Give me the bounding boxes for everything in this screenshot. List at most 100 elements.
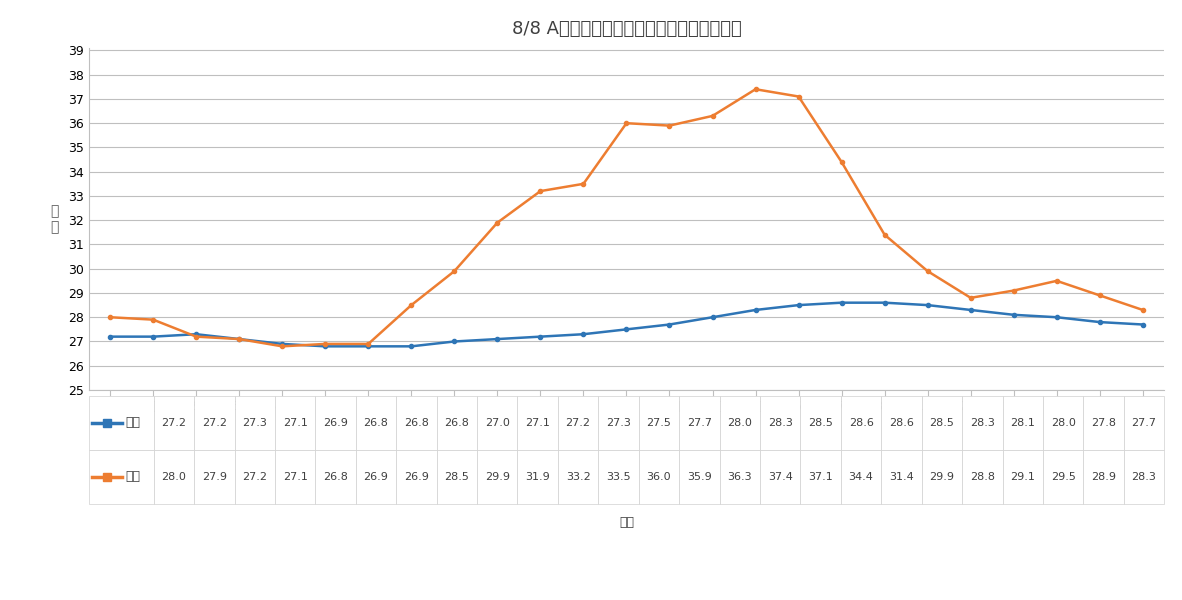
温度 (921, 302, 935, 309)
Text: 27.2: 27.2 (202, 418, 227, 428)
Text: 温度: 温度 (125, 416, 141, 430)
温度 (619, 326, 634, 333)
Text: 31.9: 31.9 (525, 472, 550, 482)
外温 (662, 122, 676, 129)
外温 (792, 93, 806, 100)
温度 (447, 338, 461, 345)
Text: 26.8: 26.8 (444, 418, 469, 428)
温度 (189, 331, 203, 338)
Text: 27.1: 27.1 (525, 418, 550, 428)
Text: 28.5: 28.5 (929, 418, 954, 428)
Text: 外温: 外温 (125, 470, 141, 484)
Text: 時刻: 時刻 (619, 515, 634, 529)
外温 (533, 188, 547, 195)
外温 (491, 219, 505, 226)
Text: 27.0: 27.0 (485, 418, 509, 428)
温度 (362, 343, 376, 350)
外温 (619, 119, 634, 127)
温度 (706, 314, 720, 321)
温度 (577, 331, 591, 338)
温度 (491, 335, 505, 343)
外温 (577, 180, 591, 187)
温度 (877, 299, 891, 306)
Text: 33.5: 33.5 (606, 472, 631, 482)
Y-axis label: 温
度: 温 度 (50, 204, 58, 234)
Text: 29.5: 29.5 (1051, 472, 1076, 482)
Text: 29.9: 29.9 (485, 472, 509, 482)
Text: 33.2: 33.2 (566, 472, 591, 482)
Text: 36.0: 36.0 (647, 472, 671, 482)
外温 (147, 316, 161, 323)
外温 (1050, 277, 1064, 284)
温度 (318, 343, 332, 350)
Text: 28.0: 28.0 (727, 418, 752, 428)
Text: 27.2: 27.2 (566, 418, 591, 428)
Title: 8/8 A様邸（京都府京都市・床下エアコン）: 8/8 A様邸（京都府京都市・床下エアコン） (512, 20, 741, 38)
Text: 37.4: 37.4 (768, 472, 793, 482)
外温 (318, 340, 332, 347)
Text: 27.2: 27.2 (162, 418, 187, 428)
外温 (404, 302, 418, 309)
Text: 34.4: 34.4 (849, 472, 873, 482)
Text: 26.9: 26.9 (404, 472, 429, 482)
Text: 29.1: 29.1 (1011, 472, 1035, 482)
Text: 27.3: 27.3 (242, 418, 267, 428)
外温 (877, 231, 891, 238)
外温 (1007, 287, 1021, 294)
Text: 27.8: 27.8 (1091, 418, 1116, 428)
Text: 28.8: 28.8 (970, 472, 995, 482)
温度 (147, 333, 161, 340)
温度 (1050, 314, 1064, 321)
Text: 27.7: 27.7 (1131, 418, 1156, 428)
温度 (748, 307, 762, 314)
Line: 外温: 外温 (108, 87, 1145, 349)
温度 (792, 302, 806, 309)
外温 (232, 335, 246, 343)
Text: 27.1: 27.1 (282, 472, 307, 482)
温度 (963, 307, 978, 314)
温度 (275, 340, 290, 347)
Text: 27.7: 27.7 (687, 418, 712, 428)
Text: 27.2: 27.2 (242, 472, 267, 482)
Text: 31.4: 31.4 (889, 472, 914, 482)
外温 (447, 268, 461, 275)
温度 (834, 299, 849, 306)
Text: 28.0: 28.0 (162, 472, 187, 482)
外温 (1136, 307, 1150, 314)
Text: 35.9: 35.9 (687, 472, 712, 482)
外温 (275, 343, 290, 350)
温度 (1136, 321, 1150, 328)
Text: 26.8: 26.8 (323, 472, 348, 482)
外温 (706, 112, 720, 119)
Text: 27.9: 27.9 (202, 472, 227, 482)
Text: 27.3: 27.3 (606, 418, 631, 428)
Text: 28.0: 28.0 (1051, 418, 1076, 428)
外温 (189, 333, 203, 340)
温度 (103, 333, 117, 340)
Text: 28.3: 28.3 (970, 418, 995, 428)
温度 (404, 343, 418, 350)
温度 (662, 321, 676, 328)
温度 (533, 333, 547, 340)
外温 (748, 86, 762, 93)
Text: 27.1: 27.1 (282, 418, 307, 428)
Text: 28.1: 28.1 (1011, 418, 1035, 428)
Line: 温度: 温度 (108, 301, 1145, 349)
温度 (1092, 319, 1106, 326)
温度 (1007, 311, 1021, 319)
Text: 28.9: 28.9 (1091, 472, 1116, 482)
Text: 28.6: 28.6 (849, 418, 873, 428)
Text: 37.1: 37.1 (808, 472, 833, 482)
Text: 28.5: 28.5 (808, 418, 833, 428)
外温 (921, 268, 935, 275)
Text: 28.3: 28.3 (768, 418, 793, 428)
Text: 26.8: 26.8 (364, 418, 389, 428)
Text: 36.3: 36.3 (727, 472, 752, 482)
Text: 27.5: 27.5 (647, 418, 671, 428)
Text: 26.9: 26.9 (323, 418, 348, 428)
Text: 28.3: 28.3 (1131, 472, 1156, 482)
外温 (1092, 292, 1106, 299)
外温 (963, 294, 978, 301)
Text: 26.8: 26.8 (404, 418, 429, 428)
温度 (232, 335, 246, 343)
